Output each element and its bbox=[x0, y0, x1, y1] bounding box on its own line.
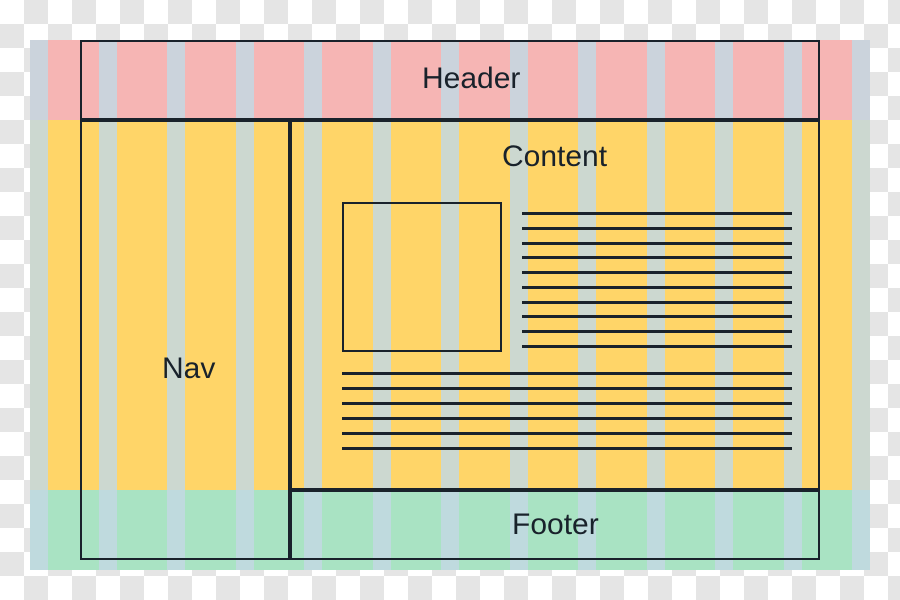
stage: Header Nav Content Footer bbox=[0, 0, 900, 600]
content-image-placeholder bbox=[342, 202, 502, 352]
region-header-label: Header bbox=[422, 62, 520, 96]
region-content: Content bbox=[290, 120, 820, 490]
layout-regions: Header Nav Content Footer bbox=[30, 10, 870, 570]
region-content-label: Content bbox=[502, 140, 607, 174]
region-footer: Footer bbox=[290, 490, 820, 560]
content-text-lines-full bbox=[342, 372, 792, 450]
region-nav: Nav bbox=[80, 120, 290, 560]
region-header: Header bbox=[80, 40, 820, 120]
region-footer-label: Footer bbox=[512, 508, 599, 542]
region-nav-label: Nav bbox=[162, 352, 215, 386]
content-text-lines-right bbox=[522, 212, 792, 348]
grid-layout-diagram: Header Nav Content Footer bbox=[30, 10, 870, 570]
